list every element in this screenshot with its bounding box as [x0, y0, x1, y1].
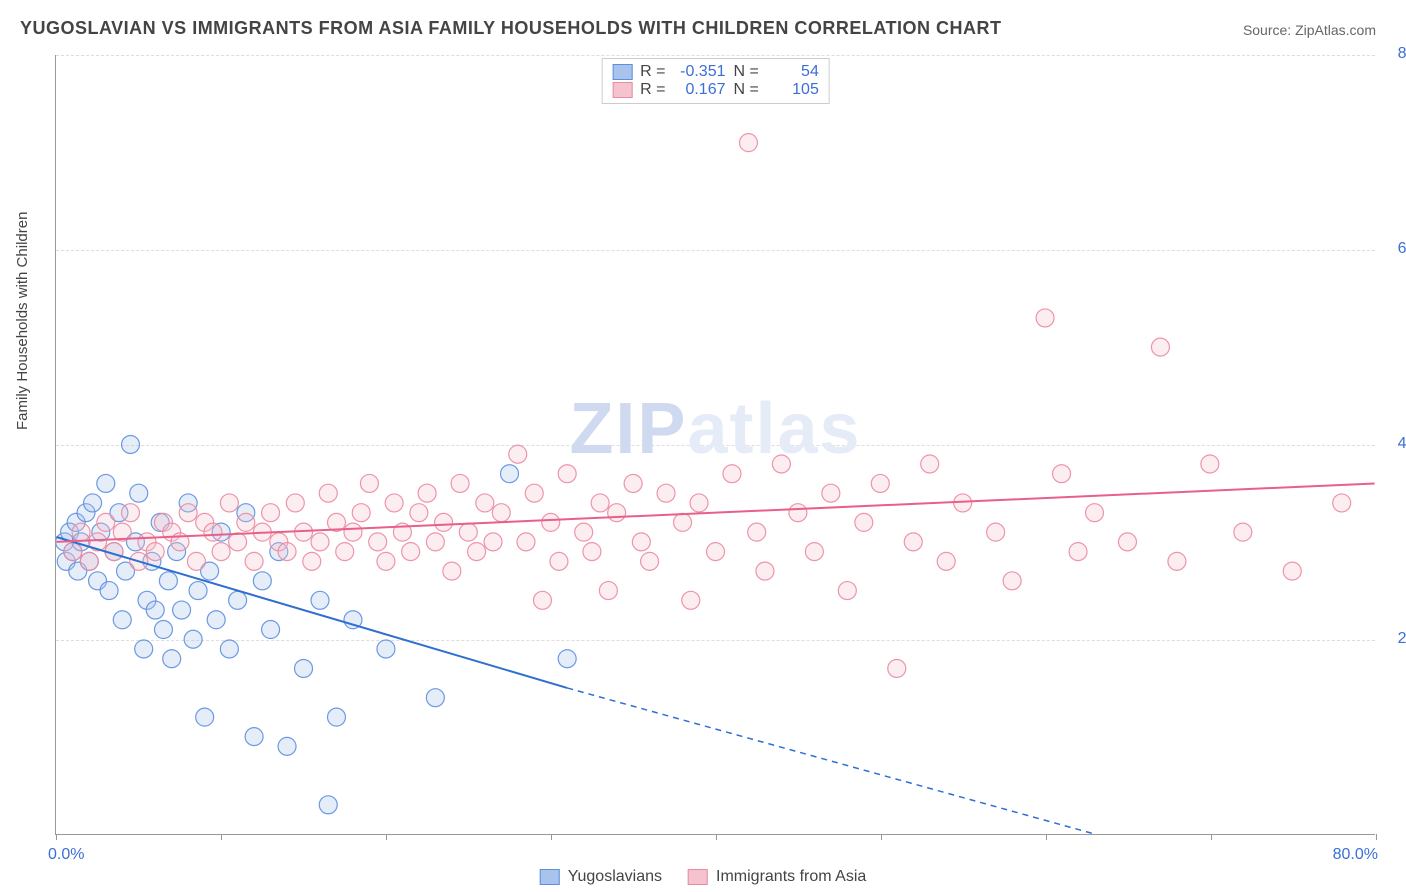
swatch-blue-icon	[540, 869, 560, 885]
x-axis-max: 80.0%	[1333, 846, 1378, 864]
y-axis-tick-label: 60.0%	[1398, 240, 1406, 258]
chart-svg	[56, 55, 1375, 834]
swatch-pink-icon	[688, 869, 708, 885]
y-axis-tick-label: 20.0%	[1398, 630, 1406, 648]
n-label: N =	[734, 81, 759, 99]
r-label: R =	[640, 63, 665, 81]
r-label: R =	[640, 81, 665, 99]
plot-area: ZIPatlas R = -0.351 N = 54 R = 0.167 N =…	[55, 55, 1375, 835]
source-label: Source: ZipAtlas.com	[1243, 22, 1376, 38]
y-axis-label: Family Households with Children	[14, 212, 31, 430]
legend-row-1: R = -0.351 N = 54	[612, 63, 819, 81]
chart-container: YUGOSLAVIAN VS IMMIGRANTS FROM ASIA FAMI…	[0, 0, 1406, 892]
n-value-1: 54	[767, 63, 819, 81]
swatch-pink-icon	[612, 82, 632, 98]
legend-series: Yugoslavians Immigrants from Asia	[540, 868, 867, 886]
x-axis-min: 0.0%	[48, 846, 84, 864]
legend-item-2: Immigrants from Asia	[688, 868, 866, 886]
chart-title: YUGOSLAVIAN VS IMMIGRANTS FROM ASIA FAMI…	[20, 18, 1002, 39]
n-value-2: 105	[767, 81, 819, 99]
swatch-blue-icon	[612, 64, 632, 80]
y-axis-tick-label: 40.0%	[1398, 435, 1406, 453]
legend-label-1: Yugoslavians	[568, 868, 662, 886]
legend-label-2: Immigrants from Asia	[716, 868, 866, 886]
legend-row-2: R = 0.167 N = 105	[612, 81, 819, 99]
y-axis-tick-label: 80.0%	[1398, 45, 1406, 63]
r-value-1: -0.351	[674, 63, 726, 81]
legend-item-1: Yugoslavians	[540, 868, 662, 886]
r-value-2: 0.167	[674, 81, 726, 99]
n-label: N =	[734, 63, 759, 81]
legend-correlation: R = -0.351 N = 54 R = 0.167 N = 105	[601, 58, 830, 104]
